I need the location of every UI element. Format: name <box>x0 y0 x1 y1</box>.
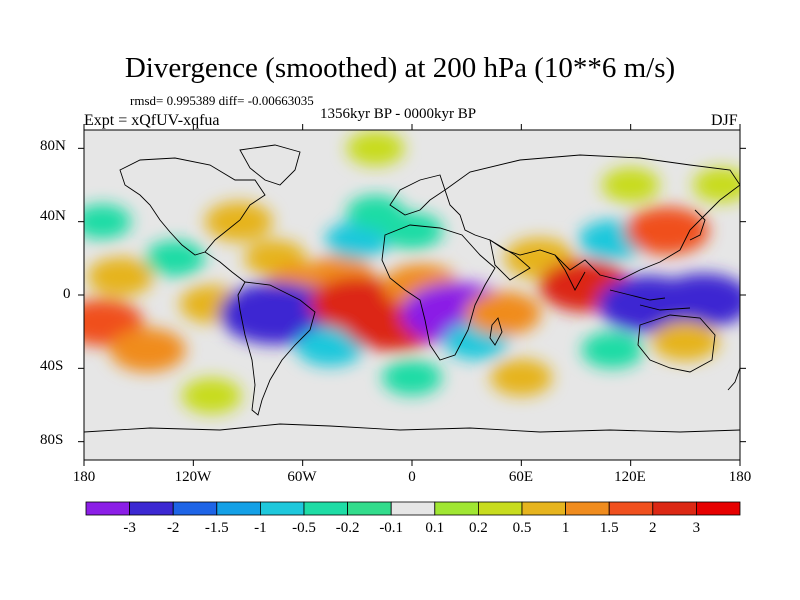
colorbar-label: -0.1 <box>379 520 404 536</box>
divergence-cell <box>381 212 443 250</box>
colorbar-label: 0.1 <box>425 520 445 536</box>
colorbar-label: 0.5 <box>512 520 532 536</box>
season-label: DJF <box>711 112 738 129</box>
colorbar-box <box>652 501 697 516</box>
colorbar-box <box>477 501 523 516</box>
divergence-cell <box>651 320 720 361</box>
colorbar-label: 1 <box>561 520 570 536</box>
plot-title: Divergence (smoothed) at 200 hPa (10**6 … <box>124 52 676 84</box>
y-tick-label: 80S <box>40 432 64 448</box>
divergence-field <box>84 130 740 414</box>
colorbar-box <box>347 501 392 516</box>
colorbar-box <box>521 501 566 516</box>
colorbar-label: 2 <box>649 520 657 536</box>
colorbar-box <box>390 501 436 516</box>
divergence-cell <box>325 221 390 259</box>
colorbar-label: -1 <box>254 520 267 536</box>
x-tick-label: 120W <box>174 469 212 485</box>
y-tick-label: 40N <box>40 208 66 224</box>
divergence-cell <box>145 240 206 277</box>
y-tick-label: 40S <box>40 358 64 374</box>
y-tick-label: 0 <box>63 286 71 302</box>
colorbar-box <box>565 501 610 516</box>
divergence-cell <box>601 167 660 203</box>
x-tick-label: 60W <box>287 469 317 485</box>
divergence-cell <box>87 257 154 297</box>
colorbar-box <box>608 501 654 516</box>
divergence-cell <box>625 206 710 255</box>
colorbar-box <box>85 501 130 516</box>
colorbar-box <box>303 501 348 516</box>
colorbar-box <box>696 501 741 516</box>
colorbar-label: -0.2 <box>335 520 360 536</box>
divergence-cell <box>204 201 273 242</box>
colorbar-label: 1.5 <box>599 520 619 536</box>
colorbar-label: -3 <box>123 520 136 536</box>
colorbar-box <box>259 501 305 516</box>
x-tick-label: 120E <box>614 469 646 485</box>
divergence-cell <box>296 326 364 367</box>
colorbar-box <box>216 501 261 516</box>
divergence-cell <box>655 273 740 328</box>
divergence-cell <box>692 167 740 203</box>
x-tick-label: 180 <box>728 469 752 485</box>
x-tick-label: 0 <box>408 469 416 485</box>
divergence-cell <box>581 331 644 369</box>
y-tick-label: 80N <box>40 138 66 154</box>
divergence-cell <box>465 291 542 336</box>
colorbar-label: 3 <box>692 520 701 536</box>
colorbar-box <box>129 501 174 516</box>
colorbar <box>85 501 741 516</box>
divergence-cell <box>109 328 186 372</box>
divergence-cell <box>84 204 132 240</box>
x-tick-label: 180 <box>72 469 96 485</box>
colorbar-label: -2 <box>166 520 180 536</box>
divergence-cell <box>382 359 442 396</box>
colorbar-box <box>434 501 479 516</box>
time-period: 1356kyr BP - 0000kyr BP <box>320 106 477 122</box>
divergence-cell <box>490 359 553 396</box>
coastlines <box>84 144 740 433</box>
colorbar-label: -0.5 <box>292 520 316 536</box>
colorbar-box <box>172 501 218 516</box>
axis-ticks <box>78 124 746 466</box>
colorbar-label: 0.2 <box>469 520 488 536</box>
divergence-cell <box>181 377 242 414</box>
rmsd-diff-text: rmsd= 0.995389 diff= -0.00663035 <box>130 93 314 108</box>
x-tick-label: 60E <box>508 469 534 485</box>
divergence-cell <box>346 130 405 166</box>
colorbar-label: -1.5 <box>204 520 229 536</box>
experiment-label: Expt = xQfUV-xqfua <box>84 112 220 129</box>
